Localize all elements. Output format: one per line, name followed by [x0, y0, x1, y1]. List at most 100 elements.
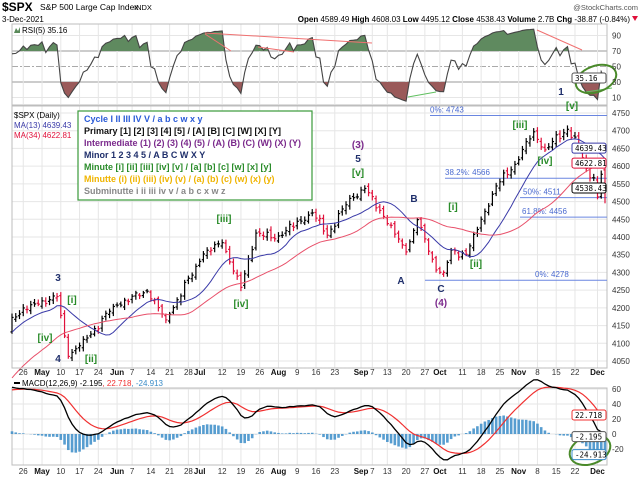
macd-histogram-bar [130, 428, 134, 434]
macd-histogram-bar [337, 434, 340, 438]
price-bar [201, 251, 206, 263]
price-bar [513, 160, 517, 175]
rsi-tick-label: 10 [612, 94, 621, 103]
x-tick-label: Nov [511, 467, 527, 476]
macd-histogram-bar [397, 434, 400, 447]
macd-histogram-bar [247, 434, 250, 441]
macd-histogram-bar [205, 424, 209, 434]
macd-histogram-bar [183, 433, 186, 434]
wave-label: 1 [558, 87, 564, 98]
price-bar [472, 231, 476, 252]
x-tick-label: 18 [477, 368, 486, 377]
price-bar [310, 209, 314, 217]
macd-signal-label: , 22.718 [102, 379, 131, 388]
wave-label: [iv] [538, 156, 553, 167]
macd-histogram-bar [333, 434, 337, 440]
macd-signal-value: 22.718 [575, 411, 603, 420]
price-bar [216, 240, 221, 248]
x-tick-label: Oct [433, 467, 447, 476]
macd-histogram-bar [457, 434, 460, 436]
price-bar [239, 271, 243, 292]
price-bar [21, 304, 25, 317]
price-bar [457, 250, 461, 261]
macd-histogram-bar [367, 431, 370, 434]
x-tick-label: 24 [94, 368, 103, 377]
grid [12, 24, 607, 465]
rsi-tick-label: 90 [612, 32, 621, 41]
macd-histogram-bar [78, 434, 81, 452]
macd-histogram-bar [269, 431, 273, 434]
x-tick-label: 21 [165, 368, 174, 377]
price-bar [498, 178, 502, 192]
macd-histogram-bar [434, 434, 438, 444]
price-bar [524, 138, 528, 155]
macd-histogram-bar [127, 428, 130, 434]
macd-histogram-bar [498, 416, 502, 434]
ma34-line [11, 162, 606, 379]
price-bar [250, 245, 254, 263]
price-bar [381, 205, 386, 219]
price-bar [100, 315, 104, 332]
wave-label: [iv] [38, 333, 53, 344]
macd-histogram-bar [202, 424, 205, 434]
macd-histogram-bar [160, 434, 164, 438]
price-bar [81, 336, 85, 352]
price-bar [303, 216, 307, 226]
macd-histogram-bar [187, 430, 190, 434]
price-bar [423, 223, 427, 243]
price-bar [224, 239, 228, 254]
price-bar [299, 216, 303, 225]
macd-histogram-bar [89, 434, 93, 445]
price-tick-label: 4700 [612, 127, 630, 136]
price-bar [348, 194, 352, 210]
low-label: Low [403, 15, 420, 24]
price-bar [29, 300, 33, 315]
price-bar [479, 216, 483, 232]
price-bar [183, 279, 187, 300]
price-bar [160, 304, 164, 318]
price-bar [205, 247, 209, 259]
x-tick-label: 27 [420, 467, 429, 476]
macd-histogram-bar [569, 434, 573, 438]
price-bar [483, 208, 487, 225]
price-bar [333, 222, 337, 234]
high-label: High [352, 15, 370, 24]
wave-label: (3) [352, 140, 364, 151]
price-bar [141, 290, 145, 298]
x-tick-label: 26 [19, 368, 28, 377]
x-tick-label: 7 [130, 368, 135, 377]
macd-histogram-bar [209, 424, 213, 434]
macd-histogram-bar [112, 430, 115, 434]
price-tick-label: 4050 [612, 357, 630, 366]
x-tick-label: Aug [271, 467, 287, 476]
price-bar [321, 214, 326, 235]
x-tick-label: 11 [458, 368, 467, 377]
price-bar [404, 243, 408, 256]
macd-histogram-bar [389, 434, 393, 444]
x-tick-label: 11 [458, 467, 467, 476]
x-tick-label: 26 [19, 467, 28, 476]
close-label: Close [452, 15, 474, 24]
price-bar [291, 222, 296, 232]
price-bar [569, 126, 573, 140]
price-bar [145, 288, 149, 294]
price-bar [366, 183, 371, 197]
x-tick-label: 7 [370, 467, 375, 476]
exchange: INDX [134, 3, 152, 12]
rsi-label: RSI(5) 35.16 [22, 26, 68, 35]
price-bar [449, 247, 453, 265]
macd-signal-line [11, 386, 606, 454]
macd-histogram-bar [220, 426, 224, 434]
x-tick-label: 26 [255, 368, 264, 377]
macd-histogram-bar [10, 431, 14, 434]
wave-label: [iv] [234, 299, 249, 310]
macd-histogram-bar [273, 432, 277, 434]
price-tick-label: 4500 [612, 198, 630, 207]
macd-histogram-bar [123, 428, 126, 434]
price-bar [213, 241, 217, 253]
chg-value: -38.87 (-0.84%) [574, 15, 630, 24]
macd-histogram-bar [295, 432, 299, 434]
price-tick-label: 4150 [612, 322, 630, 331]
macd-histogram-bar [235, 434, 239, 440]
